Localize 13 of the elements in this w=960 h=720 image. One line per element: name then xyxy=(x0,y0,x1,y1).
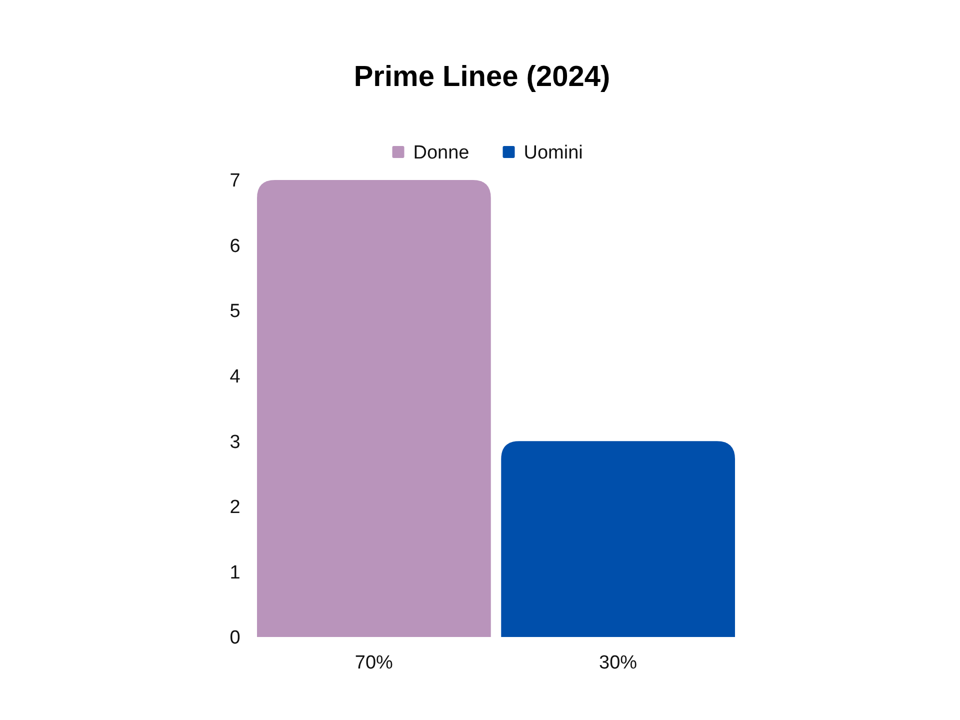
legend-label: Uomini xyxy=(524,142,583,164)
legend-label: Donne xyxy=(413,142,470,164)
x-tick-label: 70% xyxy=(354,652,394,674)
y-tick-label: 0 xyxy=(230,628,240,649)
y-tick-label: 5 xyxy=(230,301,240,322)
y-tick-label: 1 xyxy=(230,562,240,584)
y-tick-label: 3 xyxy=(230,432,240,453)
x-tick-label: 30% xyxy=(599,652,638,674)
y-tick-label: 6 xyxy=(230,236,240,257)
y-tick-label: 4 xyxy=(230,366,241,388)
y-tick-label: 2 xyxy=(230,497,240,518)
y-tick-label: 7 xyxy=(230,170,240,192)
chart-title: Prime Linee (2024) xyxy=(354,61,610,93)
